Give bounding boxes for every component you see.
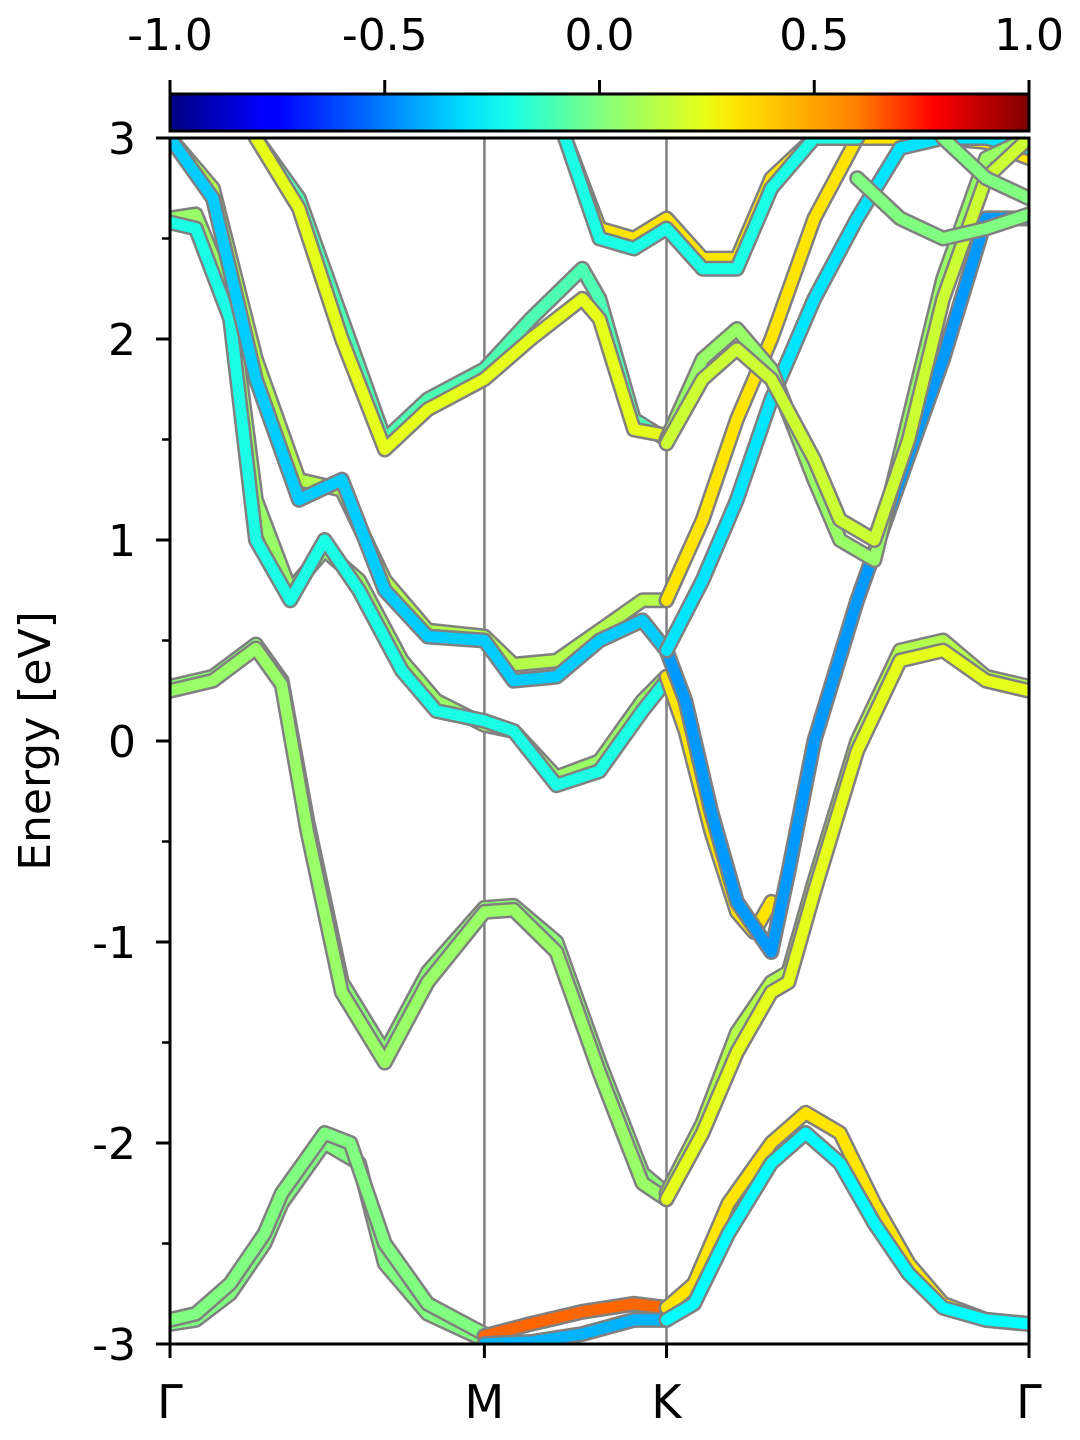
band-line (661, 1107, 1029, 1330)
plot-area: -3 -2 -1 0 1 2 3 Γ M K Γ (92, 114, 1042, 1429)
band-line (170, 1127, 490, 1340)
band-line (170, 216, 672, 791)
y-tick-label: -1 (92, 918, 136, 969)
colorbar-tick-label: -1.0 (127, 10, 213, 61)
x-tick-label: Γ (1016, 1375, 1042, 1429)
band-outline (170, 640, 675, 1208)
band-line (559, 138, 863, 275)
band-line (661, 138, 1029, 546)
colorbar: -1.0 -0.5 0.0 0.5 1.0 (127, 10, 1064, 133)
band-line (851, 172, 1029, 244)
y-axis-ticks: -3 -2 -1 0 1 2 3 (92, 114, 170, 1371)
band-outline (658, 642, 1029, 1208)
colorbar-ticks: -1.0 -0.5 0.0 0.5 1.0 (127, 10, 1064, 94)
band-line (170, 639, 672, 1199)
x-tick-label: K (651, 1375, 683, 1429)
band-outline (170, 636, 675, 1202)
colorbar-tick-label: 0.0 (565, 10, 635, 61)
band-line (661, 212, 1029, 958)
band-line (661, 645, 1029, 1205)
colorbar-tick-label: 0.5 (779, 10, 849, 61)
x-tick-label: Γ (157, 1375, 183, 1429)
y-tick-label: -3 (92, 1320, 136, 1371)
band-line (170, 643, 672, 1205)
band-lines (170, 138, 1029, 1344)
y-tick-label: 2 (108, 315, 136, 366)
y-tick-label: -2 (92, 1119, 136, 1170)
band-line (170, 138, 672, 687)
colorbar-gradient (168, 92, 1031, 133)
high-symmetry-lines (483, 138, 668, 1344)
y-tick-label: 0 (108, 717, 136, 768)
band-line (250, 138, 672, 455)
colorbar-tick-label: -0.5 (342, 10, 428, 61)
band-line (478, 1298, 672, 1342)
band-line (661, 1127, 1029, 1330)
colorbar-tick-label: 1.0 (994, 10, 1064, 61)
band-line (661, 138, 1029, 656)
y-tick-label: 3 (108, 114, 136, 165)
band-line (937, 138, 1029, 204)
x-tick-label: M (465, 1375, 505, 1429)
y-axis-label: Energy [eV] (10, 611, 61, 871)
y-tick-label: 1 (108, 516, 136, 567)
